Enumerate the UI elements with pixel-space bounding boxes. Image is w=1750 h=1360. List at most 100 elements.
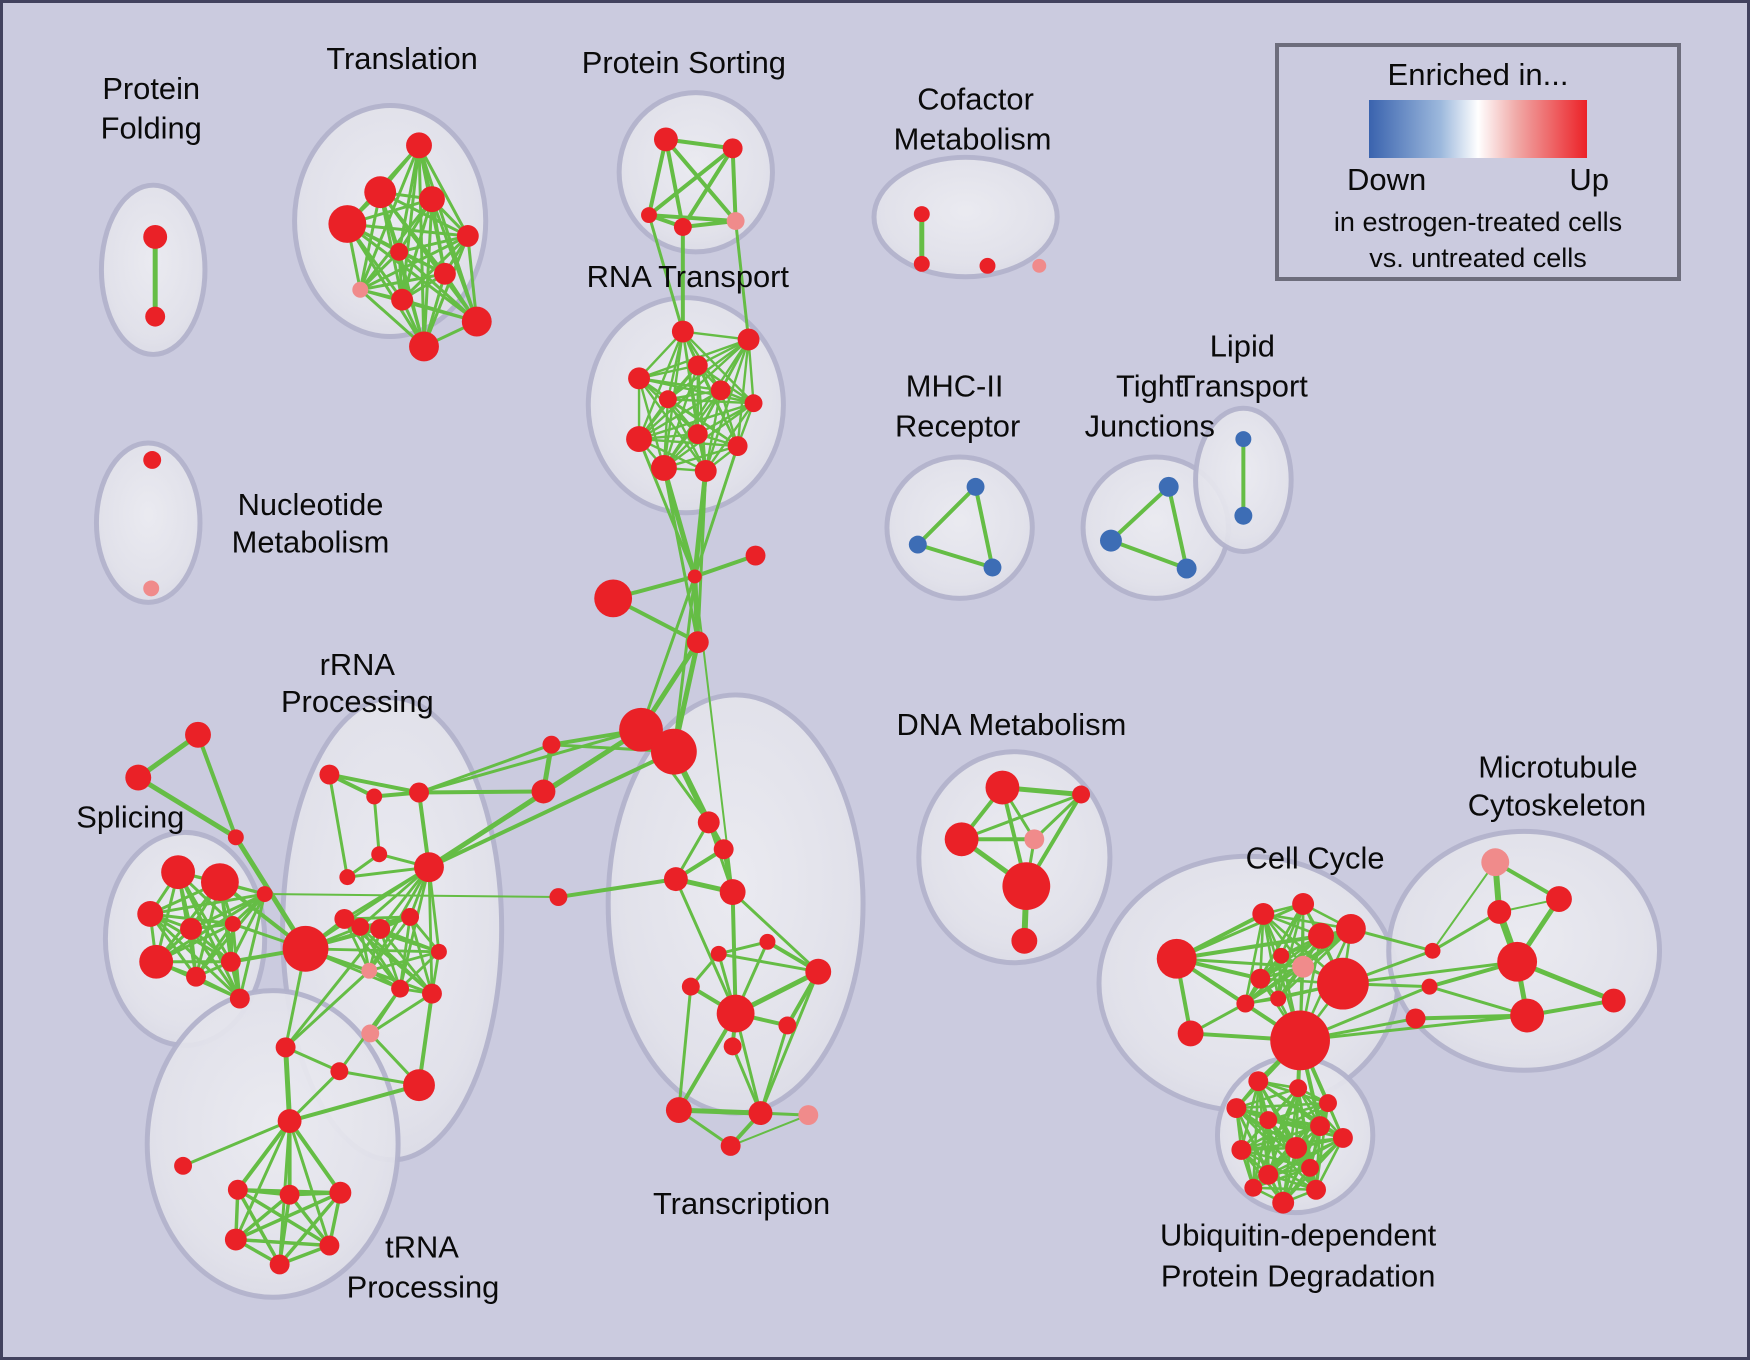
splicing-arm-node-0[interactable] xyxy=(185,721,211,748)
connector-chain-node-1[interactable] xyxy=(687,569,702,584)
splicing-node-5[interactable] xyxy=(139,944,174,979)
splicing-node-7[interactable] xyxy=(220,951,241,972)
rna-transport-node-4[interactable] xyxy=(710,380,731,401)
transcription-node-9[interactable] xyxy=(778,1016,797,1035)
rna-transport-node-10[interactable] xyxy=(650,454,677,481)
rna-transport-node-1[interactable] xyxy=(737,328,760,351)
ubiquitin-degradation-node-5[interactable] xyxy=(1285,1136,1308,1159)
dna-metabolism-node-0[interactable] xyxy=(985,770,1020,805)
connector-chain-node-5[interactable] xyxy=(650,728,697,775)
transcription-node-10[interactable] xyxy=(723,1037,742,1056)
ubiquitin-degradation-node-0[interactable] xyxy=(1248,1071,1269,1092)
cell-cycle-node-7[interactable] xyxy=(1273,947,1290,964)
protein-sorting-node-0[interactable] xyxy=(653,127,678,152)
translation-node-9[interactable] xyxy=(461,306,492,337)
dna-metabolism-node-2[interactable] xyxy=(944,822,979,857)
tight-junctions-node-2[interactable] xyxy=(1176,558,1197,579)
rrna-processing-node-3[interactable] xyxy=(371,846,388,863)
translation-node-10[interactable] xyxy=(409,331,439,362)
cell-cycle-node-5[interactable] xyxy=(1308,922,1334,949)
rna-transport-node-0[interactable] xyxy=(671,320,694,343)
translation-node-7[interactable] xyxy=(352,281,369,298)
splicing-node-2[interactable] xyxy=(137,901,164,927)
translation-node-2[interactable] xyxy=(419,186,445,213)
rna-transport-node-3[interactable] xyxy=(628,367,650,390)
dna-metabolism-node-5[interactable] xyxy=(1011,927,1038,954)
nucleotide-metabolism-node-1[interactable] xyxy=(143,580,160,597)
rrna-processing-node-16[interactable] xyxy=(361,1024,380,1043)
transcription-node-1[interactable] xyxy=(713,839,734,860)
cell-cycle-node-13[interactable] xyxy=(1424,942,1441,959)
transcription-node-11[interactable] xyxy=(665,1097,692,1124)
rrna-processing-node-8[interactable] xyxy=(351,917,370,936)
splicing-node-3[interactable] xyxy=(180,917,202,940)
protein-sorting-node-4[interactable] xyxy=(726,212,745,230)
cell-cycle-node-6[interactable] xyxy=(1292,955,1315,978)
cell-cycle-node-4[interactable] xyxy=(1335,913,1366,944)
cell-cycle-node-11[interactable] xyxy=(1317,957,1369,1010)
mhc-ii-receptor-node-2[interactable] xyxy=(983,558,1002,577)
trna-processing-node-1[interactable] xyxy=(174,1156,193,1175)
mhc-ii-receptor-node-0[interactable] xyxy=(966,477,985,496)
cell-cycle-node-3[interactable] xyxy=(1292,893,1315,915)
trna-processing-node-3[interactable] xyxy=(279,1184,300,1205)
trna-processing-node-4[interactable] xyxy=(329,1181,352,1204)
rrna-processing-node-7[interactable] xyxy=(334,908,355,929)
cofactor-metabolism-node-3[interactable] xyxy=(1032,258,1047,273)
transcription-node-12[interactable] xyxy=(748,1101,773,1126)
rrna-processing-node-12[interactable] xyxy=(361,962,378,979)
cell-cycle-node-0[interactable] xyxy=(1156,938,1197,979)
rna-transport-node-5[interactable] xyxy=(658,390,677,409)
trna-processing-node-0[interactable] xyxy=(277,1109,302,1133)
connector-chain-node-2[interactable] xyxy=(745,545,766,566)
lipid-transport-node-0[interactable] xyxy=(1235,431,1252,448)
transcription-node-4[interactable] xyxy=(759,933,776,950)
cell-cycle-node-2[interactable] xyxy=(1252,903,1275,925)
translation-node-5[interactable] xyxy=(390,242,409,261)
transcription-node-7[interactable] xyxy=(805,958,832,985)
cell-cycle-node-9[interactable] xyxy=(1236,994,1255,1013)
splicing-node-0[interactable] xyxy=(161,855,196,890)
cell-cycle-node-1[interactable] xyxy=(1177,1020,1204,1047)
rrna-processing-node-18[interactable] xyxy=(275,1037,296,1058)
transcription-node-2[interactable] xyxy=(663,867,688,892)
rrna-processing-node-10[interactable] xyxy=(401,907,420,926)
rrna-processing-node-1[interactable] xyxy=(366,788,383,805)
trna-processing-node-6[interactable] xyxy=(319,1235,340,1256)
rrna-processing-node-9[interactable] xyxy=(370,918,391,939)
transcription-node-8[interactable] xyxy=(716,994,755,1033)
ubiquitin-degradation-node-12[interactable] xyxy=(1244,1178,1263,1197)
transcription-node-0[interactable] xyxy=(697,811,720,834)
trna-processing-node-2[interactable] xyxy=(227,1179,248,1200)
rna-transport-node-2[interactable] xyxy=(687,355,708,376)
connector-chain-node-4[interactable] xyxy=(619,707,663,752)
splicing-node-8[interactable] xyxy=(256,886,273,903)
microtubule-cytoskeleton-node-1[interactable] xyxy=(1546,886,1572,912)
rrna-processing-node-6[interactable] xyxy=(282,925,329,972)
microtubule-cytoskeleton-node-4[interactable] xyxy=(1510,998,1545,1033)
rrna-processing-node-17[interactable] xyxy=(403,1069,435,1102)
translation-node-6[interactable] xyxy=(433,262,456,285)
translation-node-0[interactable] xyxy=(406,132,432,159)
protein-folding-node-0[interactable] xyxy=(143,225,168,249)
splicing-node-1[interactable] xyxy=(200,863,239,902)
rrna-processing-node-14[interactable] xyxy=(422,983,442,1004)
cell-cycle-node-10[interactable] xyxy=(1270,990,1287,1007)
protein-sorting-node-2[interactable] xyxy=(641,207,657,224)
translation-node-8[interactable] xyxy=(391,288,414,311)
tight-junctions-node-1[interactable] xyxy=(1100,529,1122,552)
ubiquitin-degradation-node-11[interactable] xyxy=(1272,1191,1295,1214)
cell-cycle-node-12[interactable] xyxy=(1270,1010,1330,1071)
transcription-node-14[interactable] xyxy=(720,1135,741,1156)
rrna-processing-node-5[interactable] xyxy=(414,852,444,883)
splicing-node-4[interactable] xyxy=(224,915,241,932)
rrna-processing-node-11[interactable] xyxy=(430,943,447,960)
connector-chain-node-8[interactable] xyxy=(549,888,568,906)
trna-processing-node-7[interactable] xyxy=(269,1254,290,1275)
cofactor-metabolism-node-2[interactable] xyxy=(979,257,996,274)
rna-transport-node-9[interactable] xyxy=(727,436,748,456)
transcription-node-13[interactable] xyxy=(798,1105,819,1126)
microtubule-cytoskeleton-node-3[interactable] xyxy=(1497,941,1538,982)
ubiquitin-degradation-node-13[interactable] xyxy=(1319,1094,1337,1113)
ubiquitin-degradation-node-9[interactable] xyxy=(1306,1179,1327,1200)
